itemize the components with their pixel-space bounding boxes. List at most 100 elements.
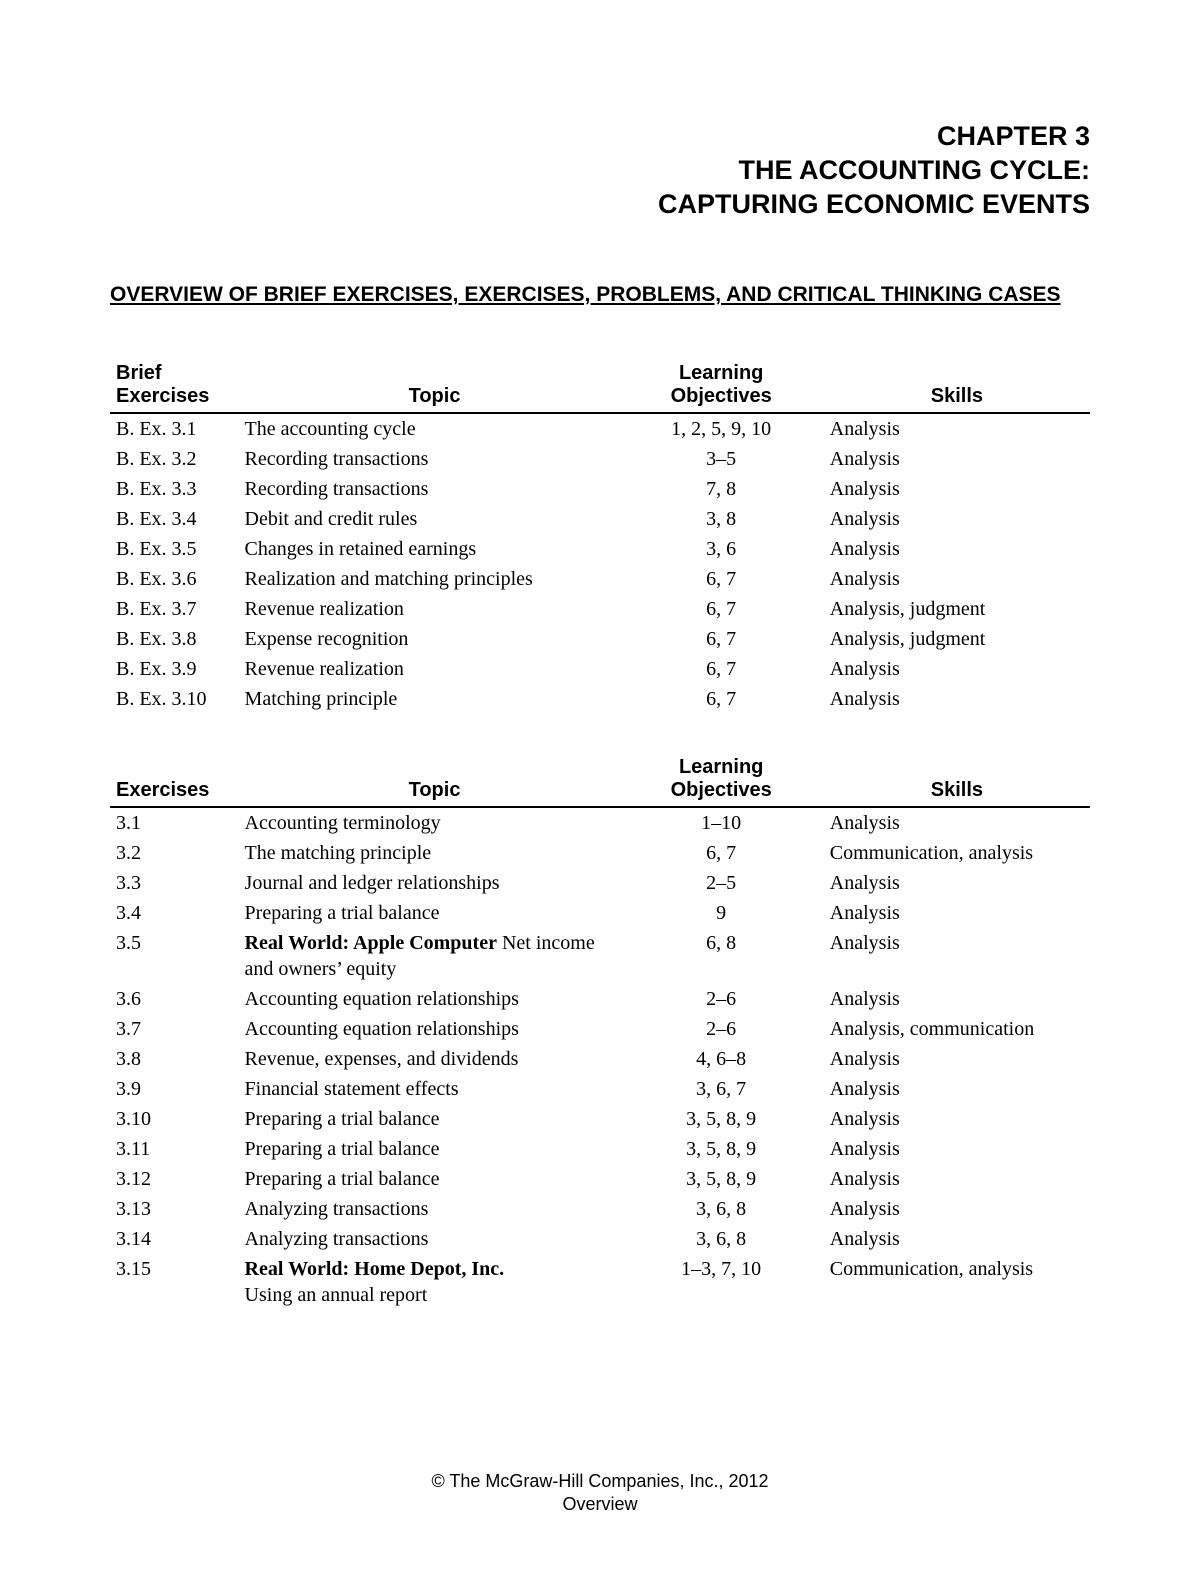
header-learning-objectives: Learning Objectives [631, 754, 812, 807]
cell-id: 3.4 [110, 898, 239, 928]
cell-objectives: 6, 7 [631, 684, 812, 714]
table-row: 3.15Real World: Home Depot, Inc.Using an… [110, 1254, 1090, 1310]
brief-exercises-table: Brief Exercises Topic Learning Objective… [110, 360, 1090, 714]
cell-id: B. Ex. 3.7 [110, 594, 239, 624]
cell-objectives: 6, 7 [631, 654, 812, 684]
cell-id: 3.12 [110, 1164, 239, 1194]
cell-topic: Journal and ledger relationships [239, 868, 631, 898]
cell-skills: Analysis, judgment [812, 624, 1090, 654]
cell-id: 3.6 [110, 984, 239, 1014]
cell-topic: Changes in retained earnings [239, 534, 631, 564]
table-row: 3.8Revenue, expenses, and dividends4, 6–… [110, 1044, 1090, 1074]
cell-topic: Real World: Apple Computer Net income an… [239, 928, 631, 984]
cell-topic: Analyzing transactions [239, 1194, 631, 1224]
cell-topic: Debit and credit rules [239, 504, 631, 534]
cell-skills: Analysis [812, 1044, 1090, 1074]
header-topic: Topic [239, 360, 631, 413]
cell-id: 3.13 [110, 1194, 239, 1224]
cell-topic: Real World: Home Depot, Inc.Using an ann… [239, 1254, 631, 1310]
chapter-line3: CAPTURING ECONOMIC EVENTS [110, 188, 1090, 222]
cell-objectives: 3, 5, 8, 9 [631, 1164, 812, 1194]
cell-skills: Analysis [812, 1074, 1090, 1104]
cell-id: B. Ex. 3.8 [110, 624, 239, 654]
cell-objectives: 3–5 [631, 444, 812, 474]
cell-id: 3.10 [110, 1104, 239, 1134]
chapter-line1: CHAPTER 3 [110, 120, 1090, 154]
cell-id: 3.14 [110, 1224, 239, 1254]
cell-id: B. Ex. 3.9 [110, 654, 239, 684]
cell-objectives: 1, 2, 5, 9, 10 [631, 413, 812, 444]
cell-skills: Analysis [812, 1134, 1090, 1164]
cell-skills: Analysis [812, 898, 1090, 928]
header-skills: Skills [812, 754, 1090, 807]
cell-skills: Analysis [812, 444, 1090, 474]
cell-id: B. Ex. 3.10 [110, 684, 239, 714]
cell-skills: Analysis [812, 1224, 1090, 1254]
cell-topic: Accounting equation relationships [239, 984, 631, 1014]
cell-objectives: 3, 8 [631, 504, 812, 534]
table-row: B. Ex. 3.3Recording transactions7, 8Anal… [110, 474, 1090, 504]
cell-topic: Realization and matching principles [239, 564, 631, 594]
table-row: 3.14Analyzing transactions3, 6, 8Analysi… [110, 1224, 1090, 1254]
table-header-row: Brief Exercises Topic Learning Objective… [110, 360, 1090, 413]
cell-topic: Revenue realization [239, 594, 631, 624]
table-header-row: Exercises Topic Learning Objectives Skil… [110, 754, 1090, 807]
cell-id: 3.1 [110, 807, 239, 838]
cell-skills: Analysis [812, 413, 1090, 444]
table-row: 3.5Real World: Apple Computer Net income… [110, 928, 1090, 984]
cell-topic: Revenue, expenses, and dividends [239, 1044, 631, 1074]
cell-skills: Analysis [812, 868, 1090, 898]
footer-copyright: © The McGraw-Hill Companies, Inc., 2012 [110, 1470, 1090, 1493]
cell-skills: Analysis [812, 504, 1090, 534]
cell-objectives: 3, 6, 7 [631, 1074, 812, 1104]
cell-objectives: 6, 7 [631, 564, 812, 594]
page-footer: © The McGraw-Hill Companies, Inc., 2012 … [110, 1470, 1090, 1517]
cell-skills: Analysis [812, 564, 1090, 594]
cell-objectives: 6, 7 [631, 624, 812, 654]
cell-objectives: 7, 8 [631, 474, 812, 504]
cell-skills: Analysis [812, 1104, 1090, 1134]
table-row: 3.3Journal and ledger relationships2–5An… [110, 868, 1090, 898]
header-brief-exercises: Brief Exercises [110, 360, 239, 413]
cell-topic: Preparing a trial balance [239, 1104, 631, 1134]
table-row: 3.13Analyzing transactions3, 6, 8Analysi… [110, 1194, 1090, 1224]
cell-topic: Accounting equation relationships [239, 1014, 631, 1044]
cell-id: 3.11 [110, 1134, 239, 1164]
header-skills: Skills [812, 360, 1090, 413]
cell-skills: Communication, analysis [812, 838, 1090, 868]
table-row: 3.1Accounting terminology1–10Analysis [110, 807, 1090, 838]
cell-topic: Expense recognition [239, 624, 631, 654]
cell-objectives: 3, 5, 8, 9 [631, 1104, 812, 1134]
cell-objectives: 3, 6, 8 [631, 1224, 812, 1254]
exercises-table: Exercises Topic Learning Objectives Skil… [110, 754, 1090, 1310]
cell-skills: Analysis [812, 684, 1090, 714]
cell-topic: Financial statement effects [239, 1074, 631, 1104]
cell-objectives: 3, 5, 8, 9 [631, 1134, 812, 1164]
cell-objectives: 6, 7 [631, 838, 812, 868]
table-row: 3.2The matching principle6, 7Communicati… [110, 838, 1090, 868]
cell-skills: Analysis [812, 1164, 1090, 1194]
cell-skills: Analysis [812, 984, 1090, 1014]
cell-id: 3.15 [110, 1254, 239, 1310]
cell-objectives: 9 [631, 898, 812, 928]
cell-skills: Communication, analysis [812, 1254, 1090, 1310]
cell-id: 3.8 [110, 1044, 239, 1074]
cell-topic: The matching principle [239, 838, 631, 868]
table-row: B. Ex. 3.6Realization and matching princ… [110, 564, 1090, 594]
cell-id: B. Ex. 3.1 [110, 413, 239, 444]
cell-objectives: 6, 7 [631, 594, 812, 624]
table-row: B. Ex. 3.1The accounting cycle1, 2, 5, 9… [110, 413, 1090, 444]
cell-skills: Analysis [812, 807, 1090, 838]
table-row: 3.11Preparing a trial balance3, 5, 8, 9A… [110, 1134, 1090, 1164]
cell-topic: Recording transactions [239, 474, 631, 504]
cell-topic: Preparing a trial balance [239, 1134, 631, 1164]
header-learning-objectives: Learning Objectives [631, 360, 812, 413]
cell-id: 3.3 [110, 868, 239, 898]
cell-objectives: 2–6 [631, 1014, 812, 1044]
cell-objectives: 3, 6 [631, 534, 812, 564]
cell-objectives: 1–10 [631, 807, 812, 838]
cell-skills: Analysis [812, 534, 1090, 564]
cell-topic: Revenue realization [239, 654, 631, 684]
table-row: B. Ex. 3.2Recording transactions3–5Analy… [110, 444, 1090, 474]
cell-topic: Preparing a trial balance [239, 898, 631, 928]
